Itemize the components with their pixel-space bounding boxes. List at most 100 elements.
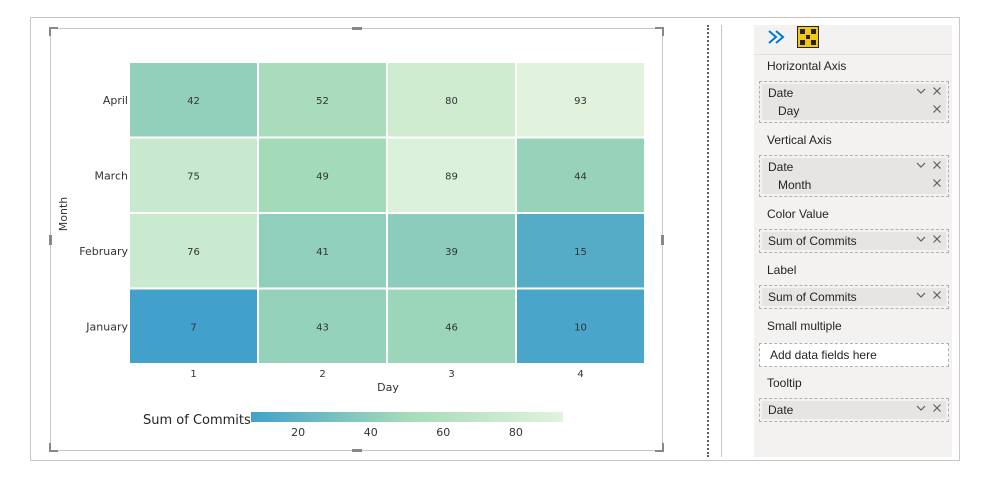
- matrix-visual-icon[interactable]: [797, 26, 819, 48]
- chevron-down-icon[interactable]: [916, 233, 926, 247]
- heatmap-cell: [130, 138, 257, 212]
- well-title: Horizontal Axis: [767, 59, 847, 73]
- add-data-fields-dropzone[interactable]: Add data fields here: [759, 343, 949, 367]
- heatmap-cell: [517, 138, 644, 212]
- well-title: Color Value: [767, 207, 829, 221]
- legend-color-scale: [251, 412, 563, 422]
- well-title: Small multiple: [767, 319, 842, 333]
- pane-splitter[interactable]: [707, 25, 709, 457]
- field-pill[interactable]: Date: [762, 84, 946, 102]
- close-icon[interactable]: [932, 103, 942, 117]
- cell-value-label: 10: [574, 322, 587, 333]
- cell-value-label: 80: [445, 96, 458, 107]
- heatmap-cell: [388, 214, 515, 288]
- field-label: Sum of Commits: [768, 234, 857, 248]
- field-controls: [916, 289, 942, 303]
- spacer: [754, 422, 952, 428]
- resize-handle-left[interactable]: [49, 235, 52, 245]
- y-tick-label: March: [94, 169, 128, 182]
- field-controls: [916, 159, 942, 173]
- x-tick-label: 2: [319, 369, 325, 380]
- well-title: Vertical Axis: [767, 133, 832, 147]
- chevron-down-icon[interactable]: [916, 159, 926, 173]
- field-well[interactable]: Date Day: [759, 81, 949, 123]
- cell-value-label: 42: [187, 96, 200, 107]
- cell-value-label: 39: [445, 247, 458, 258]
- heatmap-cell: [259, 63, 386, 137]
- y-tick-label: January: [85, 320, 128, 333]
- close-icon[interactable]: [932, 233, 942, 247]
- close-icon[interactable]: [932, 402, 942, 416]
- cell-value-label: 93: [574, 96, 587, 107]
- field-label: Sum of Commits: [768, 290, 857, 304]
- resize-handle-top-right[interactable]: [655, 27, 664, 36]
- field-controls: [916, 233, 942, 247]
- field-well[interactable]: Sum of Commits: [759, 229, 949, 253]
- resize-handle-right[interactable]: [661, 235, 664, 245]
- cell-value-label: 52: [316, 96, 329, 107]
- heatmap-visual[interactable]: 42 52 80 93 75 49 89 44 76 41 39 15 7 43 46 10 April Marc…: [49, 27, 664, 452]
- heatmap-cell: [130, 63, 257, 137]
- resize-handle-bottom[interactable]: [352, 449, 362, 452]
- field-label: Day: [778, 104, 800, 118]
- y-tick-label: April: [103, 94, 128, 107]
- chevron-down-icon[interactable]: [916, 289, 926, 303]
- close-icon[interactable]: [932, 159, 942, 173]
- cell-value-label: 44: [574, 171, 587, 182]
- chevron-down-icon[interactable]: [916, 85, 926, 99]
- heatmap-cell: [130, 214, 257, 288]
- cell-value-label: 7: [190, 322, 196, 333]
- well-title: Label: [767, 263, 797, 277]
- close-icon[interactable]: [932, 85, 942, 99]
- field-label: Date: [768, 86, 794, 100]
- field-well[interactable]: Date: [759, 398, 949, 422]
- field-pill[interactable]: Date: [762, 401, 946, 419]
- heatmap-cell: [259, 214, 386, 288]
- cell-value-label: 46: [445, 322, 458, 333]
- heatmap-cell: [517, 63, 644, 137]
- report-canvas: [30, 17, 960, 461]
- pane-toolbar: [754, 25, 952, 55]
- x-axis-title: Day: [377, 381, 399, 394]
- resize-handle-top[interactable]: [352, 27, 362, 30]
- x-tick-label: 3: [448, 369, 454, 380]
- cell-value-label: 43: [316, 322, 329, 333]
- field-pill[interactable]: Date: [762, 158, 946, 176]
- field-well[interactable]: Date Month: [759, 155, 949, 197]
- legend-tick-label: 40: [364, 426, 378, 439]
- y-tick-label: February: [79, 245, 128, 258]
- cell-value-label: 76: [187, 247, 200, 258]
- field-controls: [916, 402, 942, 416]
- resize-handle-bottom-right[interactable]: [655, 443, 664, 452]
- cell-value-label: 49: [316, 171, 329, 182]
- legend-tick-label: 20: [291, 426, 305, 439]
- field-controls: [916, 85, 942, 99]
- field-well[interactable]: Sum of Commits: [759, 285, 949, 309]
- heatmap-cell: [259, 289, 386, 363]
- chevron-double-right-icon[interactable]: [766, 26, 788, 48]
- chevron-down-icon[interactable]: [916, 402, 926, 416]
- close-icon[interactable]: [932, 289, 942, 303]
- field-controls: [932, 103, 942, 117]
- heatmap-cell: [517, 214, 644, 288]
- heatmap-cell: [517, 289, 644, 363]
- field-pill[interactable]: Sum of Commits: [762, 288, 946, 306]
- heatmap-cell: [388, 138, 515, 212]
- resize-handle-top-left[interactable]: [49, 27, 58, 36]
- pane-divider: [721, 25, 722, 457]
- y-axis-title: Month: [57, 197, 70, 232]
- cell-value-label: 15: [574, 247, 587, 258]
- hierarchy-level-field[interactable]: Day: [762, 102, 946, 120]
- resize-handle-bottom-left[interactable]: [49, 443, 58, 452]
- heatmap-cell: [388, 63, 515, 137]
- heatmap-cell: [259, 138, 386, 212]
- cell-value-label: 89: [445, 171, 458, 182]
- fields-pane: Horizontal Axis Date Day Vertical Axis Date M…: [754, 25, 952, 457]
- field-controls: [932, 177, 942, 191]
- field-pill[interactable]: Sum of Commits: [762, 232, 946, 250]
- close-icon[interactable]: [932, 177, 942, 191]
- hierarchy-level-field[interactable]: Month: [762, 176, 946, 194]
- cell-value-label: 75: [187, 171, 200, 182]
- legend-tick-label: 60: [436, 426, 450, 439]
